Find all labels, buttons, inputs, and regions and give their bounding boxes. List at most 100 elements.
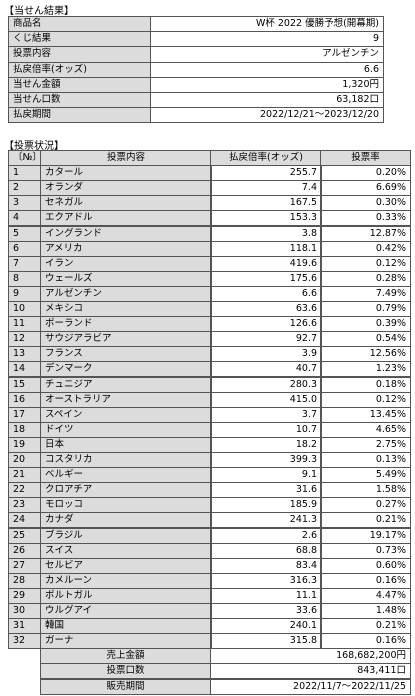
odds: 3.9 [210,346,322,363]
row-number: 15 [8,376,42,393]
vote-rate: 0.79% [320,301,411,318]
odds: 6.6 [210,285,322,302]
row-number: 18 [8,421,42,438]
odds: 175.6 [210,270,322,287]
odds: 399.3 [210,452,322,469]
row-number: 6 [8,240,42,257]
row-number: 19 [8,436,42,453]
team-name: ベルギー [40,467,212,484]
footer-label: 販売期間 [40,678,211,695]
row-number: 8 [8,270,42,287]
label-cell: 当せん金額 [8,76,151,93]
odds: 280.3 [210,376,322,393]
odds: 185.9 [210,497,322,514]
odds: 126.6 [210,316,322,333]
odds: 316.3 [210,572,322,589]
team-name: モロッコ [40,497,212,514]
row-number: 2 [8,180,42,197]
vote-rate: 6.69% [320,180,411,197]
team-name: ブラジル [40,527,212,544]
vote-rate: 0.33% [320,210,411,227]
vote-rate: 1.48% [320,603,411,620]
value-cell: 6.6 [150,61,384,78]
label-cell: 払戻期間 [8,107,151,124]
team-name: クロアチア [40,482,212,499]
team-name: サウジアラビア [40,331,212,348]
row-number: 16 [8,391,42,408]
team-name: コスタリカ [40,452,212,469]
vote-rate: 4.65% [320,421,411,438]
team-name: フランス [40,346,212,363]
team-name: スペイン [40,406,212,423]
vote-rate: 2.75% [320,436,411,453]
odds: 241.3 [210,512,322,529]
vote-rate: 0.12% [320,391,411,408]
row-number: 9 [8,285,42,302]
row-number: 1 [8,165,42,182]
team-name: ウルグアイ [40,603,212,620]
team-name: チュニジア [40,376,212,393]
row-number: 31 [8,618,42,635]
vote-rate: 0.42% [320,240,411,257]
team-name: カメルーン [40,572,212,589]
team-name: 韓国 [40,618,212,635]
row-number: 21 [8,467,42,484]
row-number: 30 [8,603,42,620]
footer-value: 2022/11/7～2022/11/25 [210,678,411,695]
value-cell: 2022/12/21～2023/12/20 [150,107,384,124]
vote-rate: 0.60% [320,557,411,574]
footer-value: 168,682,200円 [210,648,411,665]
vote-rate: 0.20% [320,165,411,182]
row-number: 26 [8,542,42,559]
odds: 9.1 [210,467,322,484]
odds: 10.7 [210,421,322,438]
team-name: デンマーク [40,361,212,378]
footer-label: 売上金額 [40,648,211,665]
footer-label: 投票口数 [40,663,211,680]
vote-rate: 0.54% [320,331,411,348]
vote-rate: 0.16% [320,572,411,589]
team-name: 日本 [40,436,212,453]
team-name: オランダ [40,180,212,197]
label-cell: 当せん口数 [8,92,151,109]
team-name: オーストラリア [40,391,212,408]
label-cell: 払戻倍率(オッズ) [8,61,151,78]
header-cell: 〔№〕 [8,150,42,167]
row-number: 23 [8,497,42,514]
odds: 167.5 [210,195,322,212]
team-name: ポルトガル [40,587,212,604]
team-name: カナダ [40,512,212,529]
label-cell: くじ結果 [8,31,151,48]
vote-rate: 5.49% [320,467,411,484]
team-name: ポーランド [40,316,212,333]
vote-rate: 0.30% [320,195,411,212]
team-name: メキシコ [40,301,212,318]
vote-rate: 0.12% [320,255,411,272]
odds: 18.2 [210,436,322,453]
row-number: 32 [8,633,42,650]
team-name: イングランド [40,225,212,242]
odds: 68.8 [210,542,322,559]
team-name: ウェールズ [40,270,212,287]
header-cell: 払戻倍率(オッズ) [210,150,322,167]
row-number: 17 [8,406,42,423]
odds: 2.6 [210,527,322,544]
footer-value: 843,411口 [210,663,411,680]
vote-rate: 7.49% [320,285,411,302]
label-cell: 商品名 [8,16,151,33]
vote-rate: 13.45% [320,406,411,423]
vote-rate: 0.73% [320,542,411,559]
odds: 255.7 [210,165,322,182]
odds: 92.7 [210,331,322,348]
team-name: エクアドル [40,210,212,227]
header-cell: 投票内容 [40,150,212,167]
team-name: カタール [40,165,212,182]
header-cell: 投票率 [320,150,411,167]
section-title: 【当せん結果】 [4,6,74,17]
label-cell: 投票内容 [8,46,151,63]
vote-rate: 0.28% [320,270,411,287]
team-name: イラン [40,255,212,272]
team-name: ガーナ [40,633,212,650]
row-number: 12 [8,331,42,348]
